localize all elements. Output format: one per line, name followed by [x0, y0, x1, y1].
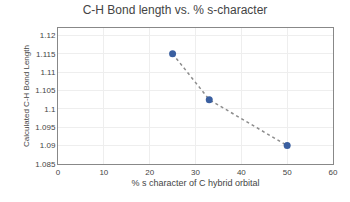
svg-text:40: 40: [237, 168, 246, 177]
svg-text:0: 0: [56, 168, 61, 177]
svg-text:1.085: 1.085: [35, 160, 56, 169]
svg-text:Calculated C-H Bond Length: Calculated C-H Bond Length: [22, 45, 31, 147]
svg-text:C-H Bond length vs. % s-charac: C-H Bond length vs. % s-character: [83, 3, 268, 17]
svg-text:60: 60: [329, 168, 338, 177]
svg-text:1.115: 1.115: [36, 50, 56, 59]
svg-text:20: 20: [145, 168, 154, 177]
svg-text:1.09: 1.09: [40, 141, 56, 150]
svg-text:1.12: 1.12: [40, 31, 56, 40]
svg-text:1.1: 1.1: [44, 105, 56, 114]
svg-text:1.105: 1.105: [35, 86, 56, 95]
svg-text:1.095: 1.095: [35, 123, 56, 132]
svg-text:50: 50: [283, 168, 292, 177]
svg-text:1.11: 1.11: [40, 68, 56, 77]
svg-text:30: 30: [191, 168, 200, 177]
svg-text:% s character of C hybrid orbi: % s character of C hybrid orbital: [131, 178, 259, 188]
svg-text:10: 10: [99, 168, 108, 177]
